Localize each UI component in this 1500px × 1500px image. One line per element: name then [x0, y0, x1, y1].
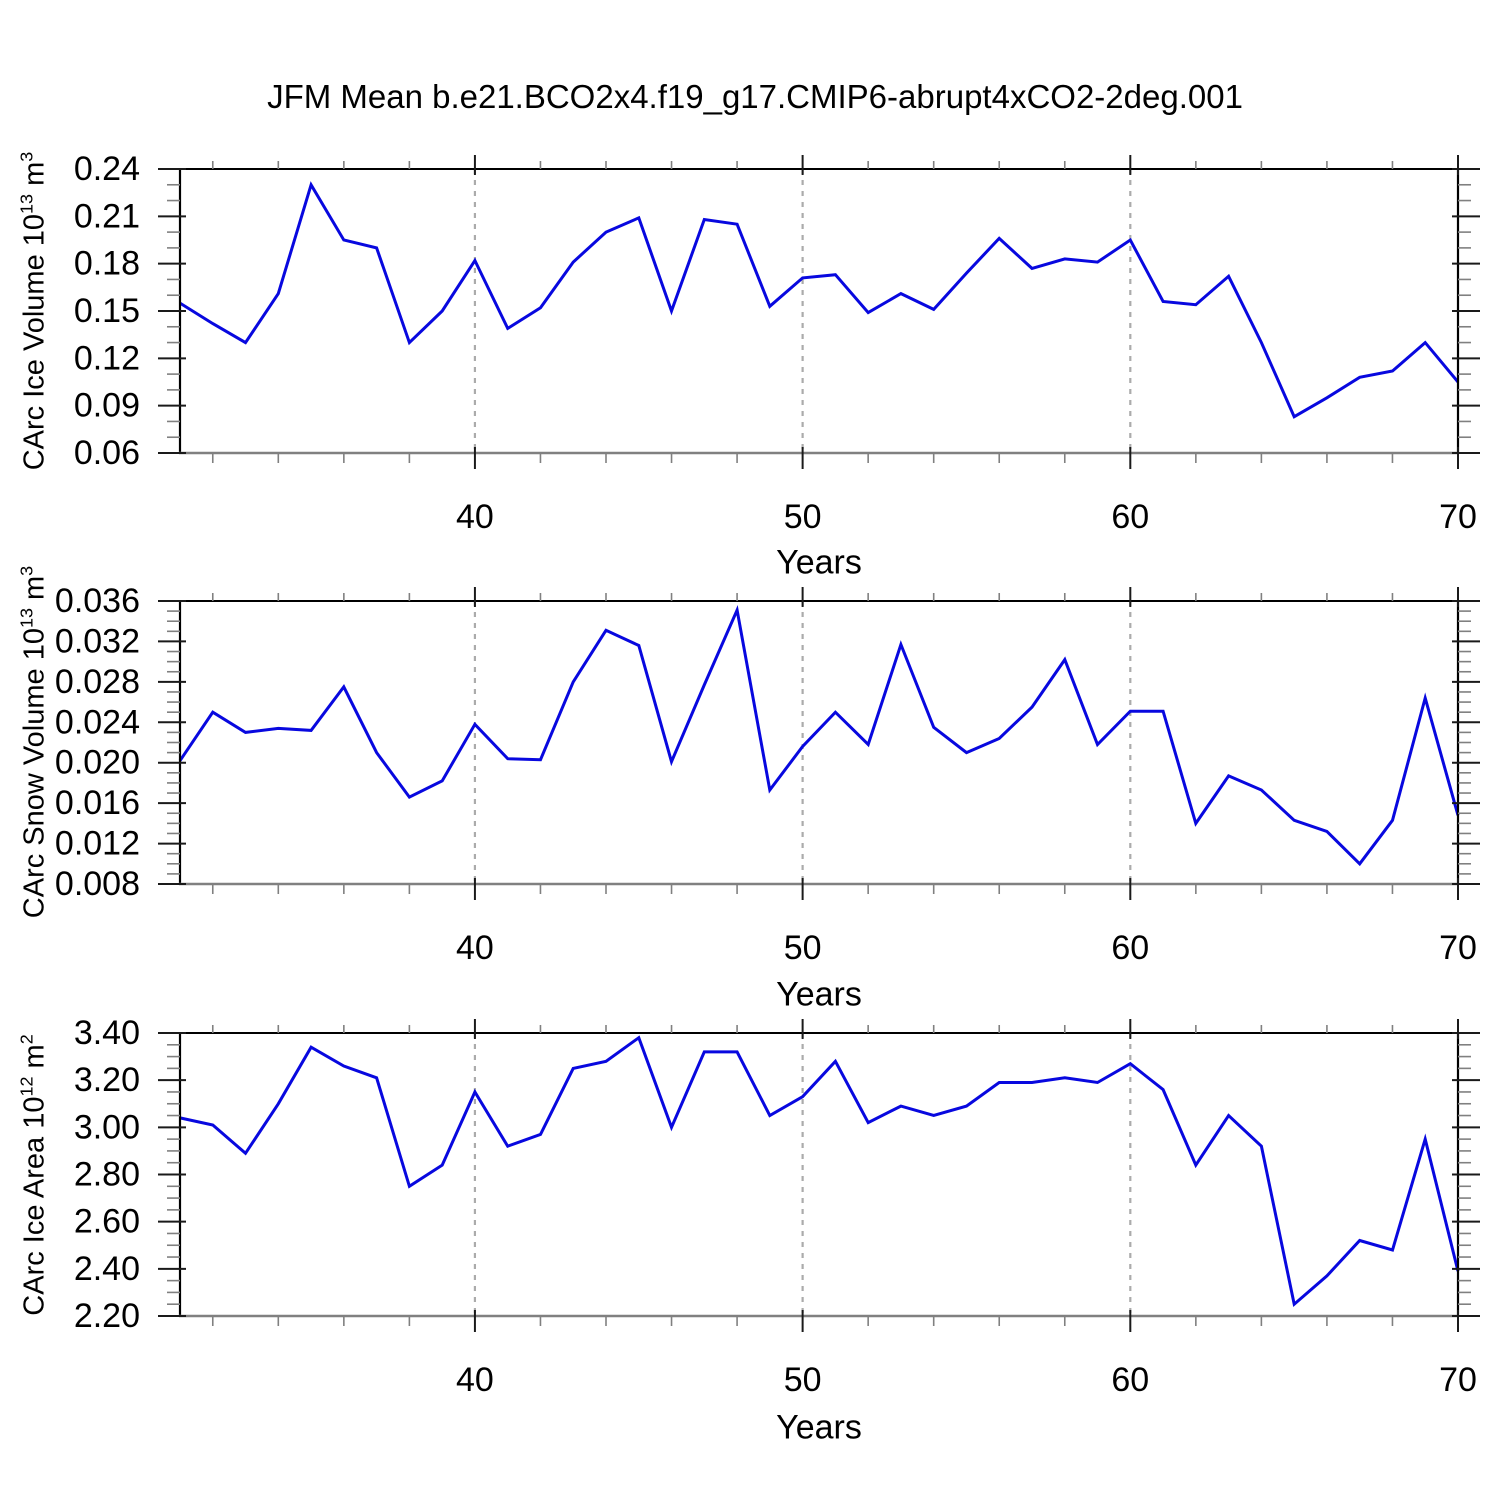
y-axis-label-exponent: 12 — [16, 1076, 37, 1097]
x-axis-label-panel-2: Years — [776, 975, 862, 1014]
data-series-line — [178, 605, 1460, 867]
y-tick-label: 0.032 — [55, 622, 140, 660]
y-tick-label: 0.06 — [74, 434, 140, 472]
panel-2: 0.0080.0120.0160.0200.0240.0280.0320.036… — [55, 582, 1480, 967]
x-tick-label: 50 — [784, 498, 822, 536]
y-axis-label-unit-exponent: 3 — [16, 151, 37, 162]
y-axis-label-text: CArc Snow Volume 10 — [18, 628, 51, 919]
y-tick-label: 3.00 — [74, 1108, 140, 1146]
y-tick-label: 0.012 — [55, 825, 140, 863]
y-tick-label: 0.09 — [74, 387, 140, 425]
y-tick-label: 2.20 — [74, 1297, 140, 1335]
y-axis-label-text: CArc Ice Volume 10 — [18, 213, 51, 471]
y-axis-label-snow-volume: CArc Snow Volume 1013 m3 — [17, 566, 52, 918]
y-tick-label: 0.18 — [74, 245, 140, 283]
x-axis-label-panel-3: Years — [776, 1408, 862, 1447]
y-axis-label-unit: m — [18, 1044, 51, 1077]
x-tick-label: 60 — [1111, 929, 1149, 967]
y-axis-label-exponent: 13 — [16, 193, 37, 214]
y-tick-label: 2.60 — [74, 1203, 140, 1241]
x-tick-label: 60 — [1111, 1361, 1149, 1399]
y-tick-label: 2.80 — [74, 1156, 140, 1194]
x-tick-label: 70 — [1439, 1361, 1477, 1399]
y-axis-label-text: CArc Ice Area 10 — [18, 1096, 51, 1316]
y-tick-label: 3.20 — [74, 1061, 140, 1099]
x-tick-label: 70 — [1439, 929, 1477, 967]
y-tick-label: 0.020 — [55, 744, 140, 782]
x-tick-label: 50 — [784, 929, 822, 967]
y-tick-label: 0.15 — [74, 292, 140, 330]
y-axis-label-unit-exponent: 2 — [16, 1034, 37, 1045]
x-tick-label: 40 — [456, 498, 494, 536]
y-tick-label: 0.12 — [74, 339, 140, 377]
y-tick-label: 0.008 — [55, 865, 140, 903]
y-axis-label-unit-exponent: 3 — [16, 565, 37, 576]
y-axis-label-unit: m — [18, 575, 51, 609]
y-tick-label: 0.024 — [55, 703, 140, 741]
y-axis-label-exponent: 13 — [16, 608, 37, 629]
x-tick-label: 50 — [784, 1361, 822, 1399]
y-tick-label: 2.40 — [74, 1250, 140, 1288]
y-axis-label-ice-area: CArc Ice Area 1012 m2 — [17, 1034, 52, 1315]
y-tick-label: 0.21 — [74, 197, 140, 235]
y-axis-label-ice-volume: CArc Ice Volume 1013 m3 — [17, 152, 52, 471]
y-tick-label: 3.40 — [74, 1014, 140, 1052]
x-tick-label: 70 — [1439, 498, 1477, 536]
y-tick-label: 0.24 — [74, 150, 140, 188]
y-tick-label: 0.028 — [55, 663, 140, 701]
panel-1: 0.06 0.09 0.12 0.15 0.18 0.21 0.24 40 50 60 70 — [74, 150, 1480, 536]
panel-3: 2.20 2.40 2.60 2.80 3.00 3.20 3.40 40 50 60 70 — [74, 1014, 1480, 1399]
data-series-line — [179, 181, 1460, 419]
data-series-line — [179, 1035, 1460, 1308]
x-tick-label: 60 — [1111, 498, 1149, 536]
chart-title: JFM Mean b.e21.BCO2x4.f19_g17.CMIP6-abru… — [267, 78, 1243, 115]
x-axis-label-panel-1: Years — [776, 543, 862, 582]
y-tick-label: 0.036 — [55, 582, 140, 620]
x-tick-label: 40 — [456, 929, 494, 967]
y-tick-label: 0.016 — [55, 784, 140, 822]
x-tick-label: 40 — [456, 1361, 494, 1399]
y-axis-label-unit: m — [18, 161, 51, 194]
